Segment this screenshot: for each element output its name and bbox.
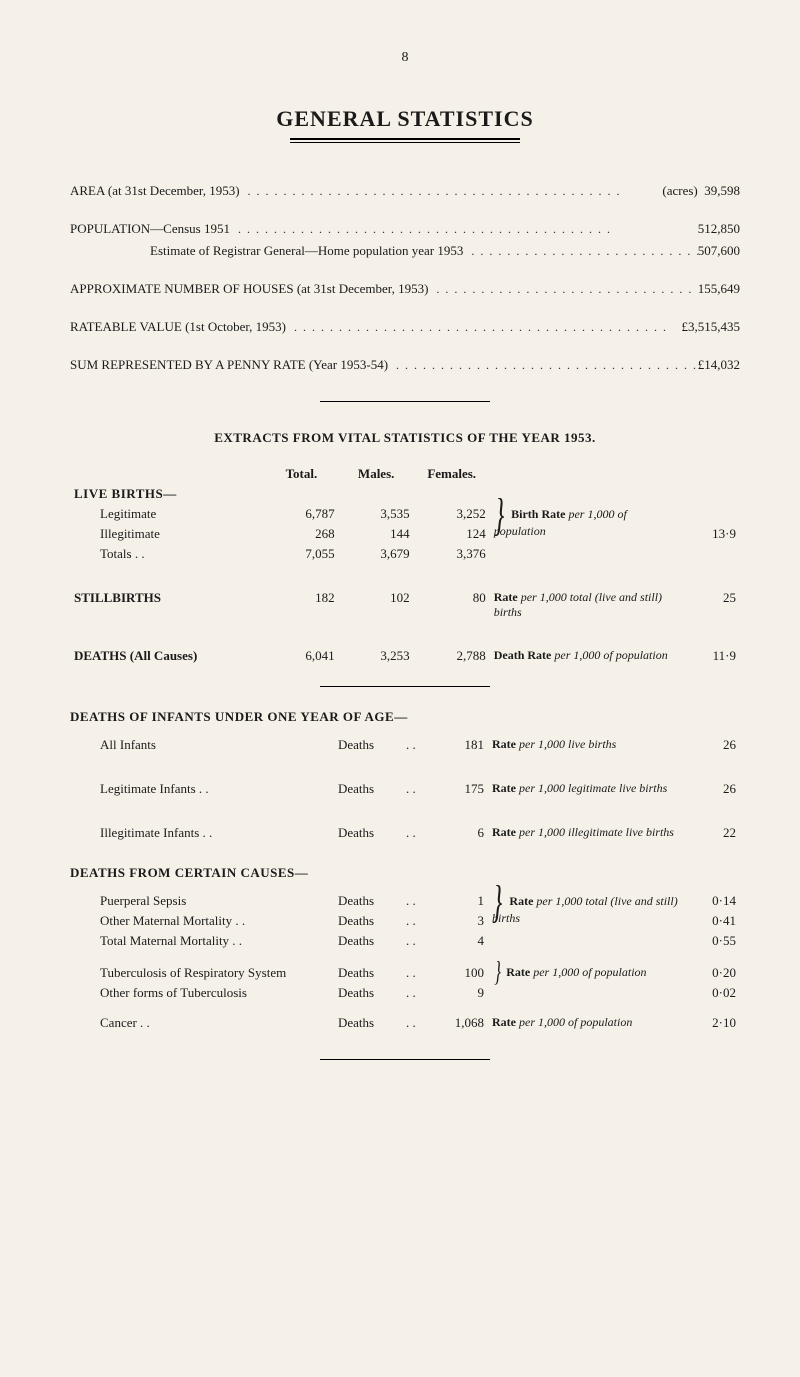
table-row: Tuberculosis of Respiratory System Death…: [70, 963, 740, 983]
summary-block: AREA (at 31st December, 1953)...........…: [70, 183, 740, 373]
table-row: Legitimate 6,787 3,535 3,252 } Birth Rat…: [70, 504, 740, 524]
hdr-total: Total.: [264, 464, 339, 484]
page-number: 8: [70, 50, 740, 66]
brace-icon: }: [492, 893, 502, 911]
summary-line: SUM REPRESENTED BY A PENNY RATE (Year 19…: [70, 357, 740, 373]
table-row: Puerperal Sepsis Deaths . . 1 } Rate per…: [70, 891, 740, 911]
table-row: Cancer . . Deaths . . 1,068 Rate per 1,0…: [70, 1013, 740, 1033]
summary-line: Estimate of Registrar General—Home popul…: [70, 243, 740, 259]
brace-icon: }: [494, 965, 501, 982]
certain-table: Puerperal Sepsis Deaths . . 1 } Rate per…: [70, 891, 740, 1033]
hdr-males: Males.: [339, 464, 414, 484]
table-row: All InfantsDeaths. .181Rate per 1,000 li…: [70, 735, 740, 755]
summary-line: RATEABLE VALUE (1st October, 1953)......…: [70, 319, 740, 335]
title-rule: [290, 138, 520, 143]
extracts-title: EXTRACTS FROM VITAL STATISTICS OF THE YE…: [70, 430, 740, 446]
divider: [320, 1059, 490, 1060]
brace-icon: }: [494, 506, 504, 524]
infants-title: DEATHS OF INFANTS UNDER ONE YEAR OF AGE—: [70, 709, 740, 725]
summary-line: AREA (at 31st December, 1953)...........…: [70, 183, 740, 199]
infants-table: All InfantsDeaths. .181Rate per 1,000 li…: [70, 735, 740, 843]
summary-line: POPULATION—Census 1951..................…: [70, 221, 740, 237]
live-births-head: LIVE BIRTHS—: [70, 484, 264, 504]
vitals-table: Total. Males. Females. LIVE BIRTHS— Legi…: [70, 464, 740, 666]
summary-line: APPROXIMATE NUMBER OF HOUSES (at 31st De…: [70, 281, 740, 297]
divider: [320, 686, 490, 687]
table-row: STILLBIRTHS 182 102 80 Rate per 1,000 to…: [70, 588, 740, 622]
certain-title: DEATHS FROM CERTAIN CAUSES—: [70, 865, 740, 881]
table-row: Illegitimate Infants . .Deaths. .6Rate p…: [70, 823, 740, 843]
divider: [320, 401, 490, 402]
hdr-females: Females.: [414, 464, 490, 484]
page-title: GENERAL STATISTICS: [70, 106, 740, 132]
table-row: DEATHS (All Causes) 6,041 3,253 2,788 De…: [70, 646, 740, 666]
table-row: Legitimate Infants . .Deaths. .175Rate p…: [70, 779, 740, 799]
